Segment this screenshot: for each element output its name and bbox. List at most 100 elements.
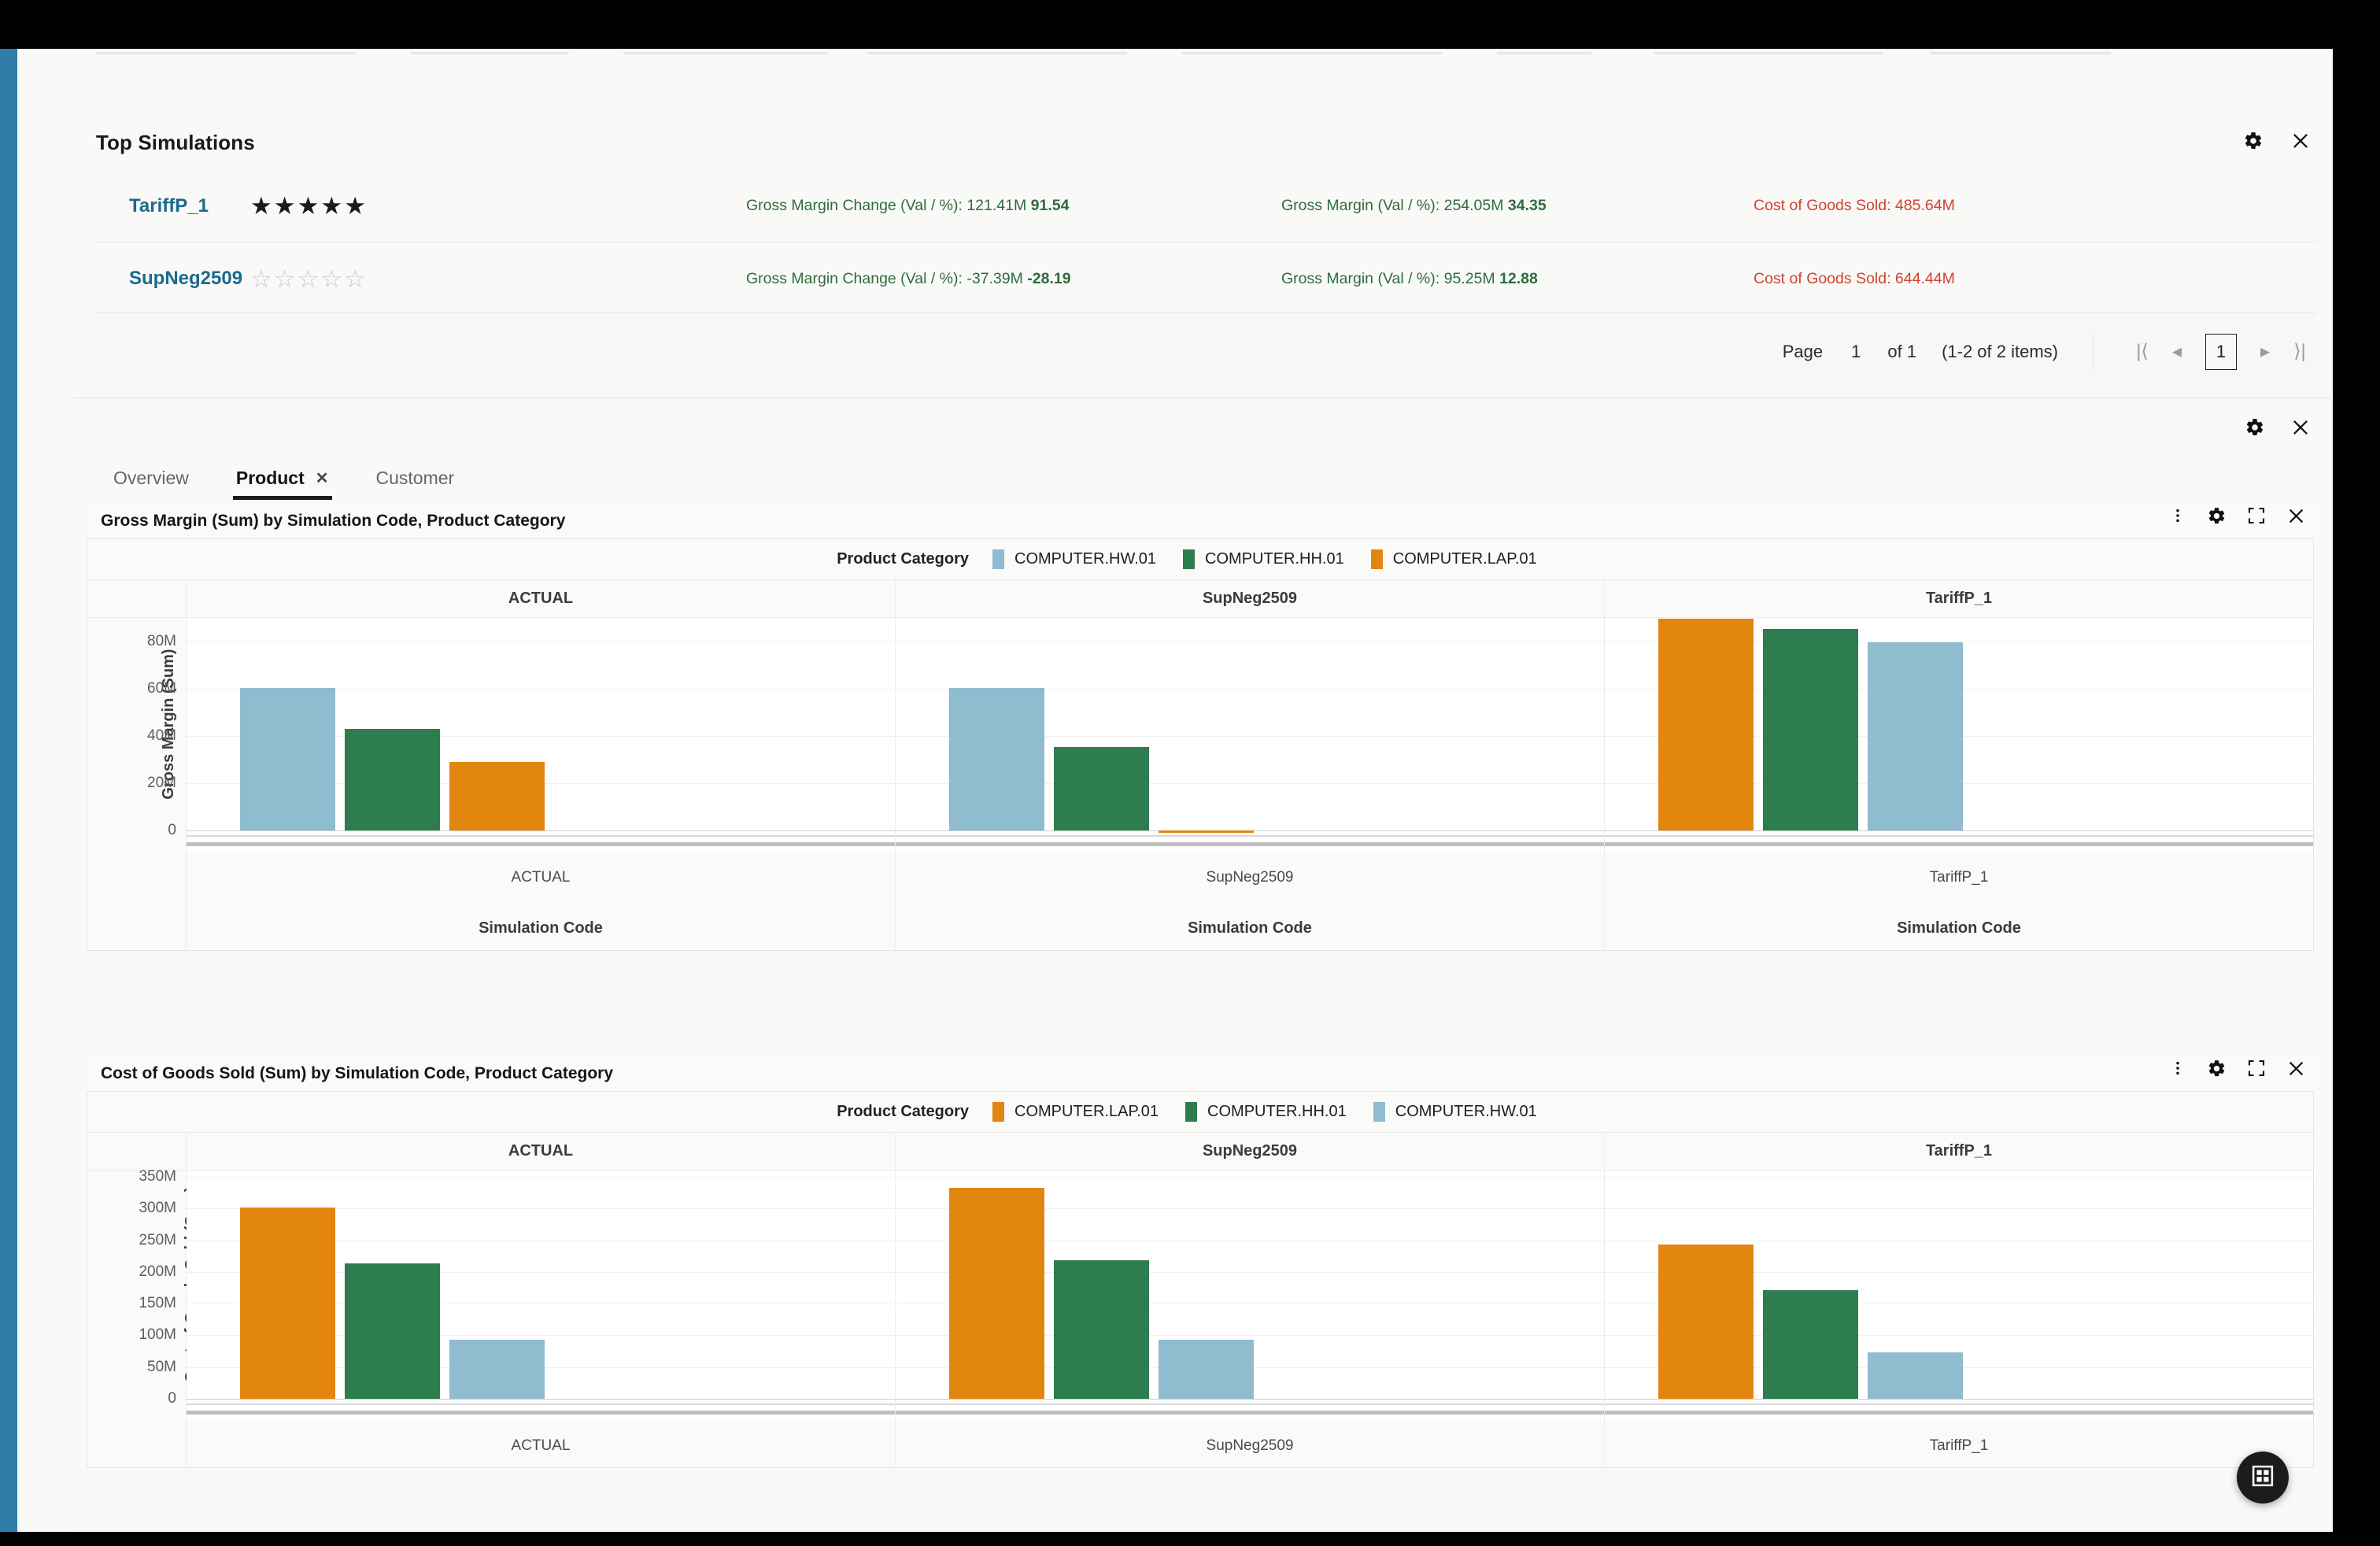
x-axis-value: TariffP_1	[1929, 869, 1989, 886]
rating-stars[interactable]: ★ ★ ★ ★ ★	[250, 192, 366, 220]
previous-page-icon[interactable]: ◂	[2171, 341, 2182, 362]
facet-header: TariffP_1	[1925, 1142, 1993, 1160]
close-icon[interactable]	[2286, 1059, 2306, 1078]
bar[interactable]	[1158, 1340, 1255, 1399]
bar[interactable]	[948, 1187, 1044, 1399]
gear-icon[interactable]	[2207, 1059, 2227, 1078]
gear-icon[interactable]	[2207, 506, 2227, 526]
card-title: Top Simulations	[96, 131, 255, 154]
close-icon[interactable]: ✕	[315, 470, 329, 487]
simulation-name-link[interactable]: TariffP_1	[129, 194, 209, 216]
facet-panels	[187, 618, 2313, 833]
bar[interactable]	[1867, 642, 1964, 830]
gear-icon[interactable]	[2245, 417, 2265, 438]
legend-item[interactable]: COMPUTER.HW.01	[1373, 1102, 1537, 1122]
scroll-panels	[187, 830, 2313, 852]
facet-panel	[187, 618, 896, 831]
bar[interactable]	[239, 687, 335, 830]
page-label: Page	[1782, 341, 1824, 361]
layout-toggle-button[interactable]	[2237, 1452, 2289, 1503]
gridline	[187, 1399, 895, 1400]
pagination-bar: Page 1 of 1 (1-2 of 2 items) |⟨ ◂ 1 ▸ ⟩|	[96, 312, 2317, 390]
bar[interactable]	[1762, 629, 1859, 830]
horizontal-scroll-strip	[87, 1399, 2313, 1420]
bar[interactable]	[344, 1263, 441, 1399]
gridline	[896, 783, 1604, 784]
bar[interactable]	[1658, 619, 1754, 830]
legend-item[interactable]: COMPUTER.HW.01	[992, 549, 1156, 569]
close-icon[interactable]	[2290, 131, 2311, 151]
bar[interactable]	[449, 1340, 545, 1399]
metric-value: 34.35	[1507, 197, 1547, 214]
bar[interactable]	[1053, 1260, 1150, 1399]
bar[interactable]	[344, 729, 441, 830]
simulation-name-link[interactable]: SupNeg2509	[129, 268, 243, 289]
scrollbar[interactable]	[1605, 830, 2313, 852]
bar[interactable]	[948, 687, 1044, 830]
legend-label: COMPUTER.LAP.01	[1392, 550, 1537, 568]
tab-product[interactable]: Product ✕	[213, 463, 353, 500]
first-page-icon[interactable]: |⟨	[2136, 341, 2149, 362]
bar[interactable]	[1053, 746, 1150, 830]
chart-legend: Product Category COMPUTER.LAP.01 COMPUTE…	[87, 1092, 2313, 1133]
bar[interactable]	[1762, 1290, 1859, 1399]
last-page-icon[interactable]: ⟩|	[2293, 341, 2306, 362]
gridline	[896, 1177, 1604, 1178]
app-accent-rail	[0, 49, 17, 1532]
metric-label: Gross Margin (Val / %): 254.05M	[1281, 197, 1504, 214]
legend-item[interactable]: COMPUTER.HH.01	[1185, 1102, 1347, 1122]
y-axis-tick: 20M	[147, 775, 176, 791]
legend-swatch-icon	[1185, 1102, 1198, 1122]
x-axis-cell: TariffP_1	[1605, 1420, 2313, 1467]
metric-gross-margin-change: Gross Margin Change (Val / %): 121.41M 9…	[746, 197, 1069, 215]
metric-value: -28.19	[1027, 269, 1071, 287]
expand-icon[interactable]	[2247, 506, 2266, 525]
tab-label: Product	[235, 468, 305, 488]
close-icon[interactable]	[2290, 417, 2311, 438]
divider	[2093, 333, 2094, 370]
rating-stars[interactable]: ☆ ☆ ☆ ☆ ☆	[250, 264, 366, 293]
facet-header: ACTUAL	[187, 580, 896, 617]
facet-header: SupNeg2509	[896, 1133, 1605, 1170]
x-axis-value: TariffP_1	[1929, 1437, 1989, 1454]
table-row[interactable]: TariffP_1 ★ ★ ★ ★ ★ Gross Margin Change (Val…	[96, 170, 2317, 242]
pagination-controls: Page 1 of 1 (1-2 of 2 items) |⟨ ◂ 1 ▸ ⟩|	[1782, 333, 2317, 370]
scrollbar[interactable]	[896, 1399, 1605, 1420]
expand-icon[interactable]	[2247, 1059, 2266, 1078]
scrollbar[interactable]	[187, 830, 896, 852]
legend-item[interactable]: COMPUTER.LAP.01	[1370, 549, 1537, 569]
legend-item[interactable]: COMPUTER.HH.01	[1183, 549, 1344, 569]
next-page-icon[interactable]: ▸	[2260, 341, 2271, 362]
tab-bar: Overview Product ✕ Customer	[90, 463, 478, 500]
bar-group	[187, 1171, 895, 1399]
legend-label: COMPUTER.LAP.01	[1014, 1103, 1159, 1120]
page-number: 1	[1851, 341, 1861, 361]
kebab-menu-icon[interactable]	[2169, 1058, 2186, 1078]
x-axis-cell: TariffP_1 Simulation Code	[1605, 852, 2313, 950]
gridline	[1605, 1399, 2313, 1400]
gridline	[896, 1271, 1604, 1273]
table-row[interactable]: SupNeg2509 ☆ ☆ ☆ ☆ ☆ Gross Margin Change (Va…	[96, 242, 2317, 315]
bar-group	[1605, 1171, 2313, 1399]
current-page-button[interactable]: 1	[2205, 333, 2237, 370]
tab-customer[interactable]: Customer	[353, 463, 479, 500]
close-icon[interactable]	[2286, 506, 2306, 526]
x-axis-value: ACTUAL	[511, 869, 571, 886]
scrollbar[interactable]	[896, 830, 1605, 852]
tab-overview[interactable]: Overview	[90, 463, 213, 500]
scrollbar[interactable]	[187, 1399, 896, 1420]
footer-corner	[87, 1420, 187, 1467]
bar[interactable]	[1158, 830, 1255, 833]
bar[interactable]	[239, 1207, 335, 1399]
metric-cost-of-goods-sold: Cost of Goods Sold: 485.64M	[1754, 197, 1955, 215]
legend-item[interactable]: COMPUTER.LAP.01	[992, 1102, 1159, 1122]
bar[interactable]	[449, 762, 545, 830]
scrollbar[interactable]	[1605, 1399, 2313, 1420]
metric-label: Gross Margin Change (Val / %): 121.41M	[746, 197, 1027, 214]
chart-header: Cost of Goods Sold (Sum) by Simulation C…	[87, 1056, 2314, 1091]
kebab-menu-icon[interactable]	[2169, 505, 2186, 526]
gear-icon[interactable]	[2243, 131, 2264, 151]
bar[interactable]	[1658, 1245, 1754, 1399]
tab-label: Overview	[113, 468, 189, 488]
bar[interactable]	[1867, 1352, 1964, 1399]
